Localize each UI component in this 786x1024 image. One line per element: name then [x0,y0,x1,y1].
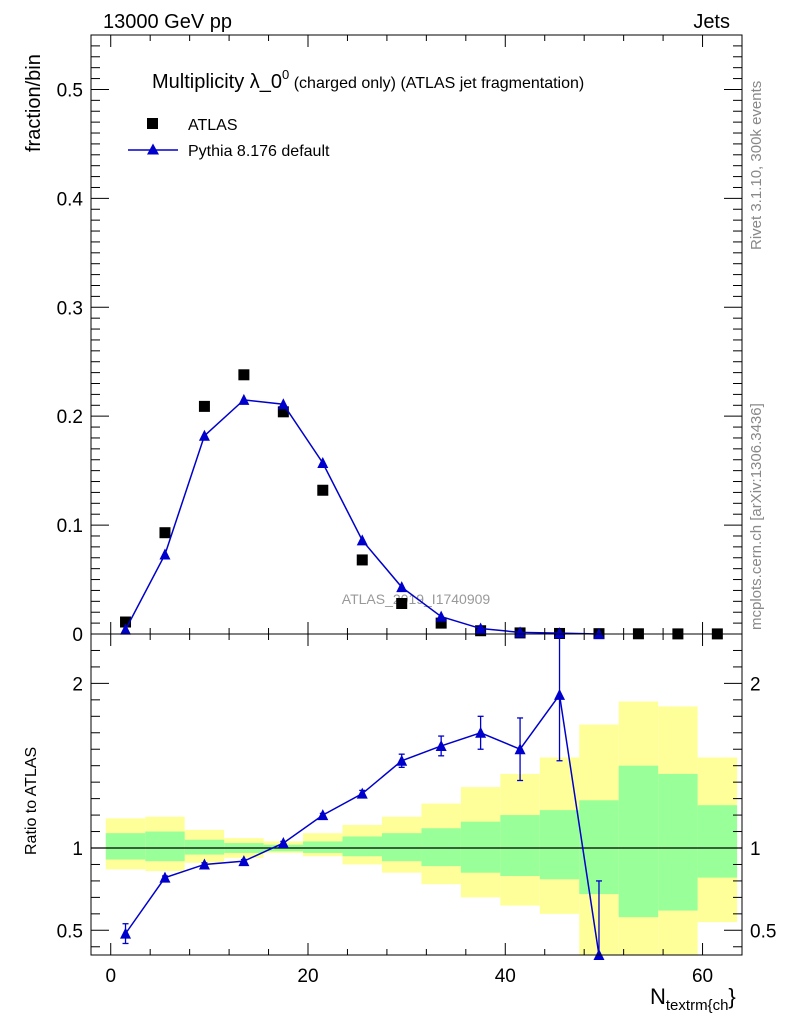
pythia-point [277,398,289,410]
ratio-point [514,743,526,755]
ratio-y-tick-label: 0.5 [57,921,83,942]
pythia-point [514,626,526,638]
ratio-point [435,739,447,751]
ratio-y-tick-label: 2 [72,674,83,695]
ratio-point [120,927,132,939]
atlas-point [435,617,447,629]
rivet-label: Rivet 3.1.10, 300k events [748,81,765,250]
band-green [105,833,146,860]
ratio-y-tick-label: 1 [72,839,83,860]
pythia-point [396,581,408,593]
main-panel: Multiplicity λ_00 (charged only) (ATLAS … [23,34,743,640]
ratio-point [317,809,329,821]
legend-marker-atlas [147,118,158,129]
band-green [697,805,738,878]
mcplots-label: mcplots.cern.ch [arXiv:1306.3436] [748,403,765,630]
x-axis-label-sub: textrm{ch [666,997,729,1014]
pythia-point [475,622,487,634]
pythia-point [238,393,250,405]
x-tick-label: 60 [692,966,713,987]
x-axis-label-tail: } [728,984,735,1009]
band-green [618,765,659,918]
plot-title-rest: (charged only) (ATLAS jet fragmentation) [289,75,584,92]
band-green [342,836,382,857]
pythia-point [356,534,368,546]
x-tick-label: 0 [105,966,116,987]
atlas-point [238,369,250,381]
atlas-point [159,527,171,539]
x-axis-label-main: N [650,984,666,1009]
ratio-panel: Ratio to ATLAS Ntextrm{ch} [23,633,743,1014]
atlas-point [120,616,132,628]
header-right: Jets [693,11,730,33]
band-green [303,841,343,853]
legend-marker-pythia [147,143,159,155]
band-green [579,800,619,895]
plot-title: Multiplicity λ_00 (charged only) (ATLAS … [152,67,584,93]
band-green [460,821,501,873]
band-green [539,810,580,880]
main-y-tick-label: 0.5 [57,80,83,101]
ratio-point [475,726,487,738]
atlas-point [356,554,368,566]
x-axis-label: Ntextrm{ch} [650,984,736,1014]
pythia-point [198,429,210,441]
ratio-point [356,787,368,799]
main-y-tick-label: 0 [72,625,83,646]
ratio-point [396,754,408,766]
main-y-tick-label: 0.2 [57,407,83,428]
atlas-point [317,484,329,496]
ratio-point [554,688,566,700]
ratio-point [198,858,210,870]
watermark: ATLAS_2019_I1740909 [342,591,491,607]
atlas-point [198,400,210,412]
legend: ATLAS Pythia 8.176 default [128,117,330,160]
ratio-y-tick-label-right: 2 [750,674,761,695]
pythia-point [554,627,566,639]
main-ylabel: fraction/bin [23,54,45,152]
header-left: 13000 GeV pp [103,11,232,33]
ratio-point [277,837,289,849]
atlas-point [396,598,408,610]
legend-label-pythia: Pythia 8.176 default [188,143,330,160]
x-tick-label: 20 [297,966,318,987]
x-tick-label: 40 [495,966,516,987]
plot-title-main: Multiplicity λ_0 [152,71,282,93]
band-green [145,831,185,862]
ratio-frame [90,633,743,956]
main-y-tick-label: 0.1 [57,516,83,537]
atlas-point [277,406,289,418]
plot-title-sup: 0 [282,67,289,82]
ratio-y-tick-label-right: 0.5 [750,921,776,942]
pythia-point [435,610,447,622]
band-green [500,815,540,876]
band-green [421,828,461,867]
main-y-tick-label: 0.3 [57,298,83,319]
pythia-point [120,623,132,635]
ratio-y-tick-label-right: 1 [750,839,761,860]
pythia-point [159,548,171,560]
ratio-point [159,871,171,883]
band-green [381,833,422,862]
main-y-tick-label: 0.4 [57,189,84,210]
pythia-point [317,457,329,469]
band-green [184,839,225,855]
ratio-point [238,855,250,867]
band-green [658,773,698,911]
legend-label-atlas: ATLAS [188,117,238,134]
ratio-ylabel: Ratio to ATLAS [23,747,40,855]
